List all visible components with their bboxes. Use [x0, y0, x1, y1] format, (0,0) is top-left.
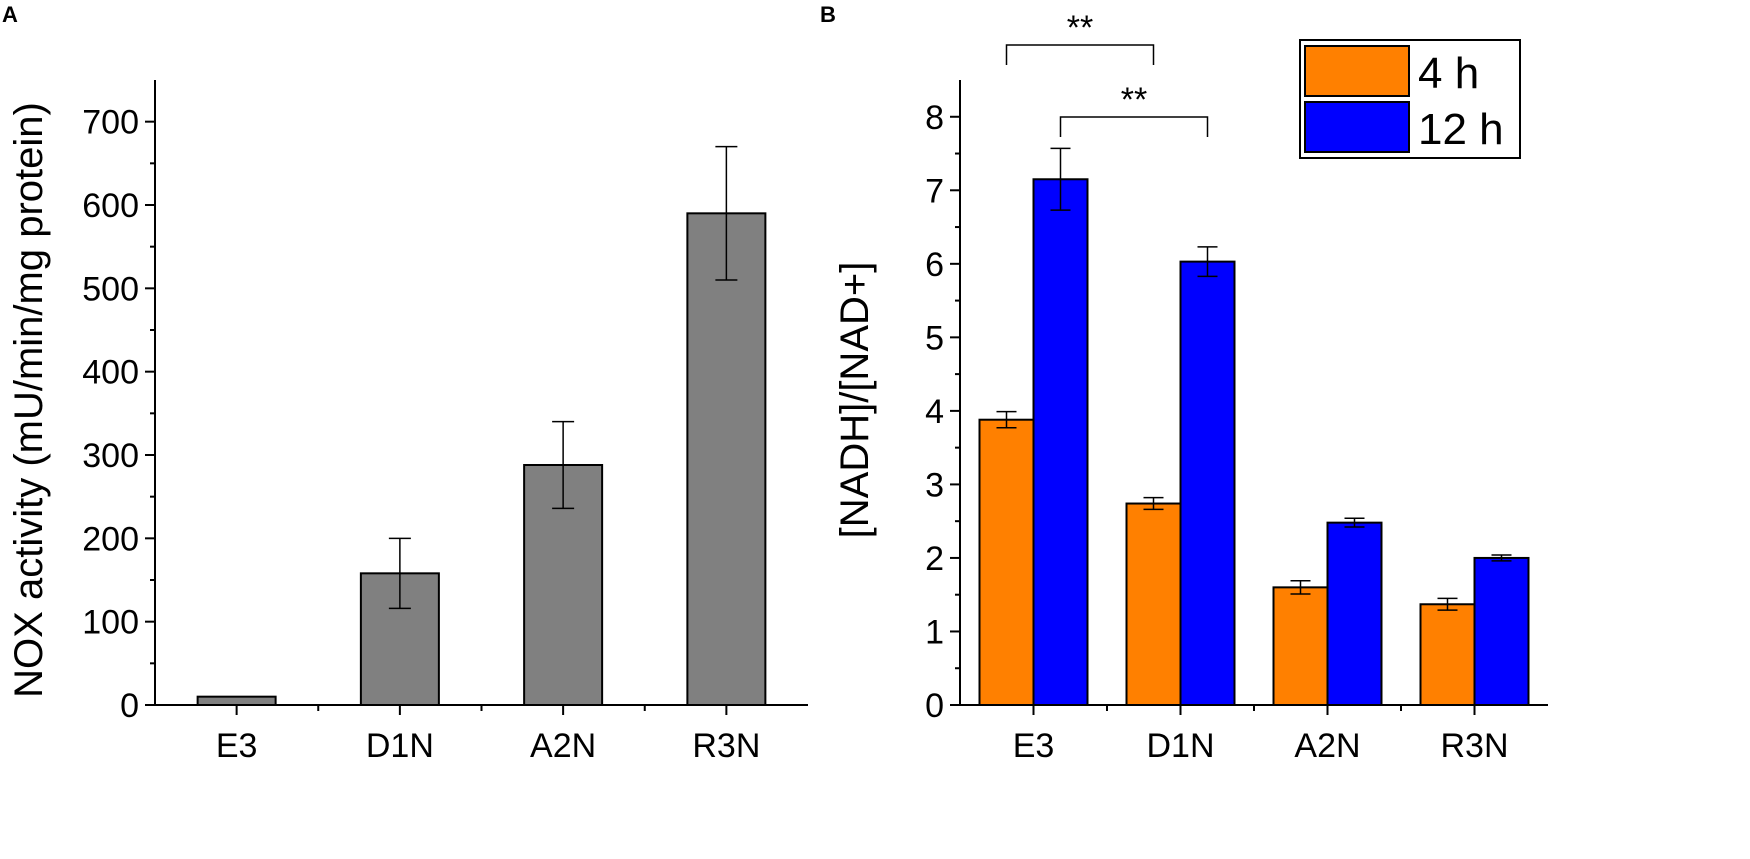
panel-b-y-axis-title: [NADH]/[NAD+]	[833, 262, 877, 539]
legend-swatch-12h	[1304, 101, 1410, 153]
bar-e3	[196, 695, 277, 707]
significance-label: **	[1121, 81, 1147, 119]
bar-a2n-4h	[1272, 586, 1329, 707]
y-tick-label: 4	[925, 393, 944, 431]
x-tick-label: A2N	[530, 727, 596, 765]
y-tick-label: 7	[925, 172, 944, 210]
y-tick-label: 200	[82, 520, 139, 558]
panel-b-axes: 0 1 2 3 4 5 6 7 8 E3 D1N A2N R3N	[925, 80, 1548, 765]
y-tick-label: 0	[120, 687, 139, 725]
significance-label: **	[1067, 9, 1093, 47]
x-tick-label: E3	[1013, 727, 1055, 765]
panel-a-letter: A	[2, 2, 18, 27]
panel-a-bars	[196, 145, 767, 707]
y-tick-label: 600	[82, 187, 139, 225]
bar-e3-4h	[978, 418, 1035, 706]
y-tick-label: 2	[925, 540, 944, 578]
bar-r3n	[686, 212, 767, 706]
panel-a: A NOX activity (mU/min/mg protein) 0 100 2…	[2, 2, 808, 765]
x-tick-label: R3N	[1440, 727, 1508, 765]
legend-label-4h: 4 h	[1418, 49, 1479, 98]
y-tick-label: 500	[82, 270, 139, 308]
y-tick-label: 300	[82, 437, 139, 475]
y-tick-label: 5	[925, 319, 944, 357]
panel-a-axes: 0 100 200 300 400 500 600 700 E3 D1N A2N R3N	[82, 80, 808, 765]
y-tick-label: 1	[925, 613, 944, 651]
significance-bracket	[1005, 44, 1155, 65]
legend: 4 h 12 h	[1299, 39, 1521, 159]
bar-r3n-12h	[1473, 556, 1530, 706]
bar-a2n-12h	[1326, 521, 1383, 706]
bar-r3n-4h	[1419, 603, 1476, 706]
significance-annotations: ** **	[1005, 9, 1209, 137]
bar-d1n-4h	[1125, 502, 1182, 706]
x-tick-label: E3	[216, 727, 258, 765]
y-tick-label: 6	[925, 246, 944, 284]
panel-a-y-axis-title: NOX activity (mU/min/mg protein)	[7, 102, 51, 698]
x-tick-label: D1N	[366, 727, 434, 765]
significance-bracket	[1059, 116, 1209, 137]
y-tick-label: 8	[925, 99, 944, 137]
panel-b-letter: B	[820, 2, 836, 27]
y-tick-label: 400	[82, 354, 139, 392]
x-tick-label: A2N	[1294, 727, 1360, 765]
x-tick-label: D1N	[1146, 727, 1214, 765]
y-tick-label: 0	[925, 687, 944, 725]
bar-d1n-12h	[1179, 260, 1236, 706]
legend-swatch-4h	[1304, 45, 1410, 97]
x-tick-label: R3N	[692, 727, 760, 765]
bar-e3-12h	[1032, 178, 1089, 706]
y-tick-label: 3	[925, 466, 944, 504]
legend-label-12h: 12 h	[1418, 105, 1504, 154]
panel-b-bars	[978, 147, 1530, 707]
y-tick-label: 100	[82, 604, 139, 642]
y-tick-label: 700	[82, 104, 139, 142]
